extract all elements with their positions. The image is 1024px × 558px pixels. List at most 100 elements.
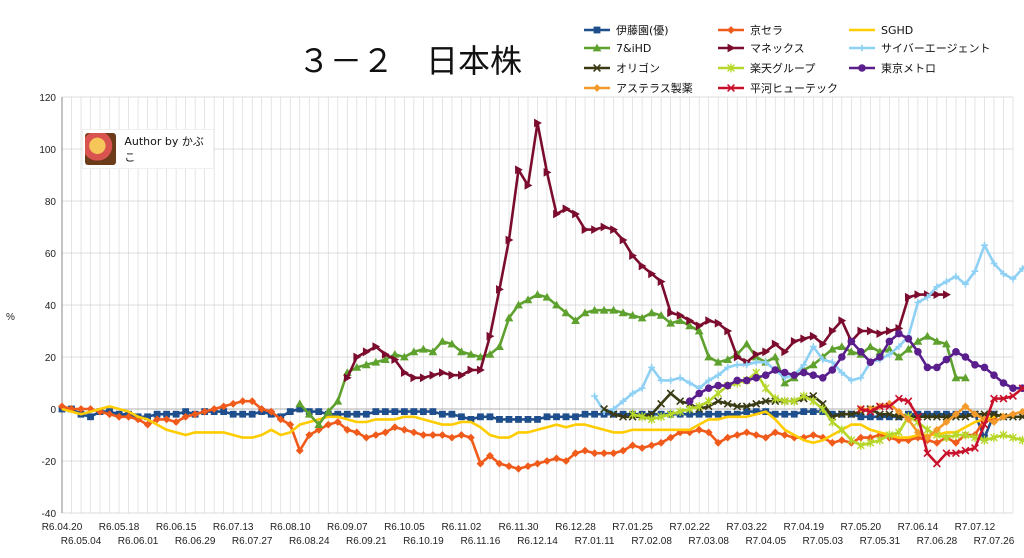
data-point bbox=[362, 410, 370, 418]
legend-item: SGHD bbox=[849, 24, 913, 37]
data-point bbox=[238, 397, 247, 406]
data-point bbox=[685, 404, 694, 414]
data-point bbox=[952, 273, 960, 280]
data-point bbox=[913, 337, 923, 345]
data-point bbox=[505, 416, 513, 423]
data-point bbox=[686, 316, 695, 325]
data-point bbox=[1009, 392, 1017, 400]
series-6 bbox=[591, 241, 1024, 415]
author-avatar bbox=[85, 133, 117, 165]
data-point bbox=[619, 410, 627, 418]
data-point bbox=[914, 428, 922, 437]
data-point bbox=[257, 405, 266, 413]
data-point bbox=[818, 404, 827, 414]
data-point bbox=[399, 352, 409, 361]
y-tick-label: 20 bbox=[45, 353, 57, 364]
data-point bbox=[724, 364, 732, 371]
data-point bbox=[857, 374, 865, 382]
legend-item: サイバーエージェント bbox=[849, 42, 991, 55]
data-point bbox=[885, 326, 894, 336]
data-point bbox=[980, 435, 989, 445]
data-point bbox=[704, 428, 713, 437]
data-point bbox=[838, 353, 846, 361]
data-point bbox=[971, 361, 979, 369]
data-point bbox=[932, 412, 941, 421]
data-point bbox=[410, 408, 418, 415]
data-point bbox=[752, 408, 760, 415]
data-point bbox=[390, 350, 400, 358]
x-tick-label: R7.07.12 bbox=[955, 522, 996, 533]
data-point bbox=[762, 347, 771, 357]
data-point bbox=[86, 405, 95, 413]
data-point bbox=[903, 344, 913, 353]
data-point bbox=[77, 405, 85, 413]
x-tick-label: R6.11.30 bbox=[499, 522, 539, 533]
data-point bbox=[990, 394, 998, 403]
data-point bbox=[980, 363, 989, 372]
data-point bbox=[505, 462, 513, 471]
legend-item: 7&iHD bbox=[584, 42, 651, 55]
data-point bbox=[704, 352, 714, 361]
data-point bbox=[837, 425, 846, 435]
data-point bbox=[381, 350, 390, 359]
data-point bbox=[894, 394, 903, 403]
data-point bbox=[676, 407, 685, 416]
x-tick-label: R6.12.14 bbox=[517, 536, 558, 547]
legend-marker bbox=[592, 43, 602, 52]
data-point bbox=[371, 431, 380, 439]
data-point bbox=[467, 365, 476, 375]
data-point bbox=[686, 410, 694, 418]
data-point bbox=[781, 347, 790, 357]
data-point bbox=[486, 451, 494, 460]
series-5 bbox=[343, 118, 951, 383]
data-point bbox=[847, 377, 855, 384]
data-point bbox=[923, 433, 932, 442]
data-point bbox=[295, 399, 305, 408]
data-point bbox=[837, 410, 846, 419]
data-point bbox=[182, 408, 190, 415]
data-point bbox=[809, 343, 817, 350]
data-point bbox=[333, 418, 342, 426]
data-point bbox=[296, 405, 304, 413]
data-point bbox=[875, 410, 884, 419]
data-point bbox=[1018, 412, 1024, 421]
data-point bbox=[837, 342, 847, 350]
data-point bbox=[961, 430, 970, 440]
data-point bbox=[400, 408, 408, 415]
data-point bbox=[724, 326, 733, 336]
data-point bbox=[942, 449, 951, 458]
data-point bbox=[970, 444, 979, 452]
data-point bbox=[876, 413, 884, 421]
data-point bbox=[790, 371, 799, 380]
x-tick-label: R6.06.01 bbox=[118, 536, 159, 547]
data-point bbox=[780, 378, 790, 387]
data-point bbox=[486, 413, 494, 421]
data-point bbox=[143, 420, 152, 429]
data-point bbox=[534, 416, 541, 423]
data-point bbox=[923, 425, 932, 435]
legend-item: 平河ヒューテック bbox=[718, 82, 838, 95]
data-point bbox=[971, 267, 979, 275]
data-point bbox=[714, 438, 723, 447]
data-point bbox=[372, 342, 381, 351]
data-point bbox=[647, 415, 656, 424]
x-tick-label: R7.05.31 bbox=[860, 536, 901, 547]
data-point bbox=[647, 308, 657, 317]
data-point bbox=[543, 413, 551, 421]
data-point bbox=[971, 410, 979, 419]
data-point bbox=[248, 397, 257, 406]
data-point bbox=[999, 379, 1008, 387]
data-point bbox=[124, 412, 133, 421]
data-point bbox=[762, 358, 770, 366]
data-point bbox=[723, 381, 732, 390]
data-point bbox=[733, 352, 742, 362]
data-point bbox=[343, 425, 352, 434]
data-point bbox=[638, 261, 647, 271]
data-point bbox=[705, 316, 714, 325]
data-point bbox=[590, 305, 599, 314]
data-point bbox=[428, 347, 438, 356]
data-point bbox=[742, 428, 751, 437]
data-point bbox=[477, 365, 485, 375]
x-tick-label: R7.05.20 bbox=[841, 522, 882, 533]
data-point bbox=[752, 374, 761, 382]
